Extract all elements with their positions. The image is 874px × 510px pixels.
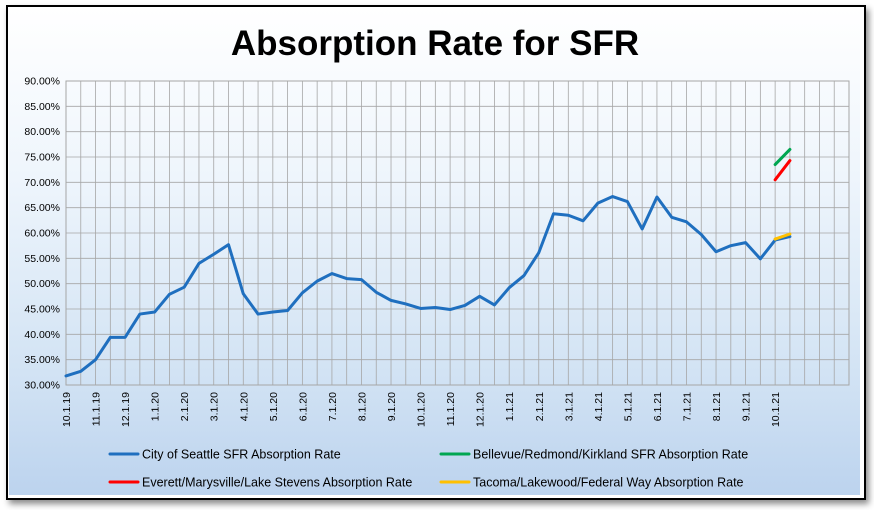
x-tick-label: 12.1.20 <box>475 392 487 427</box>
x-tick-label: 12.1.19 <box>120 392 132 427</box>
y-tick-label: 55.00% <box>24 253 60 265</box>
x-tick-label: 11.1.19 <box>91 392 103 426</box>
y-tick-label: 85.00% <box>24 101 60 113</box>
series-layer <box>64 147 792 378</box>
x-tick-label: 6.1.20 <box>297 392 309 421</box>
x-tick-label: 5.1.21 <box>622 392 634 421</box>
x-tick-label: 4.1.20 <box>238 392 250 421</box>
chart-title: Absorption Rate for SFR <box>231 24 639 63</box>
x-tick-label: 1.1.20 <box>150 392 162 421</box>
y-tick-label: 90.00% <box>24 76 60 88</box>
y-tick-label: 35.00% <box>24 354 60 366</box>
x-tick-label: 10.1.20 <box>416 392 428 427</box>
legend-label: Bellevue/Redmond/Kirkland SFR Absorption… <box>473 448 748 462</box>
series-line-4 <box>773 232 792 241</box>
x-tick-label: 8.1.20 <box>356 392 368 421</box>
legend-label: City of Seattle SFR Absorption Rate <box>142 448 341 462</box>
legend-label: Everett/Marysville/Lake Stevens Absorpti… <box>142 476 412 490</box>
y-tick-label: 40.00% <box>24 329 60 341</box>
grid-layer <box>65 80 850 386</box>
y-tick-label: 75.00% <box>24 152 60 164</box>
x-tick-label: 1.1.21 <box>504 392 516 421</box>
x-tick-label: 7.1.20 <box>327 392 339 421</box>
x-tick-label: 2.1.21 <box>534 392 546 421</box>
x-tick-label: 3.1.21 <box>563 392 575 421</box>
y-axis-ticks: 30.00% 35.00% 40.00% 45.00% 50.00% 55.00% 60.0… <box>24 76 60 392</box>
y-tick-label: 80.00% <box>24 126 60 138</box>
y-tick-label: 30.00% <box>24 380 60 392</box>
x-tick-label: 11.1.20 <box>445 392 457 426</box>
series-line-3 <box>773 159 792 182</box>
x-tick-label: 3.1.20 <box>209 392 221 421</box>
legend-label: Tacoma/Lakewood/Federal Way Absorption R… <box>473 476 744 490</box>
series-line-2 <box>773 147 792 167</box>
series-line-1 <box>64 195 792 378</box>
x-tick-label: 2.1.20 <box>179 392 191 421</box>
x-tick-label: 10.1.21 <box>770 392 782 427</box>
x-tick-label: 10.1.19 <box>61 392 73 427</box>
y-tick-label: 50.00% <box>24 278 60 290</box>
x-tick-label: 9.1.21 <box>741 392 753 421</box>
y-tick-label: 70.00% <box>24 177 60 189</box>
x-tick-label: 5.1.20 <box>268 392 280 421</box>
x-tick-label: 9.1.20 <box>386 392 398 421</box>
x-axis-ticks: 10.1.19 11.1.19 12.1.19 1.1.20 2.1.20 3.1.20 4… <box>61 392 782 427</box>
x-tick-label: 7.1.21 <box>681 392 693 421</box>
y-tick-label: 65.00% <box>24 202 60 214</box>
x-tick-label: 4.1.21 <box>593 392 605 421</box>
x-tick-label: 8.1.21 <box>711 392 723 421</box>
x-tick-label: 6.1.21 <box>652 392 664 421</box>
y-tick-label: 45.00% <box>24 304 60 316</box>
legend: City of Seattle SFR Absorption Rate Belle… <box>108 448 748 490</box>
y-tick-label: 60.00% <box>24 228 60 240</box>
